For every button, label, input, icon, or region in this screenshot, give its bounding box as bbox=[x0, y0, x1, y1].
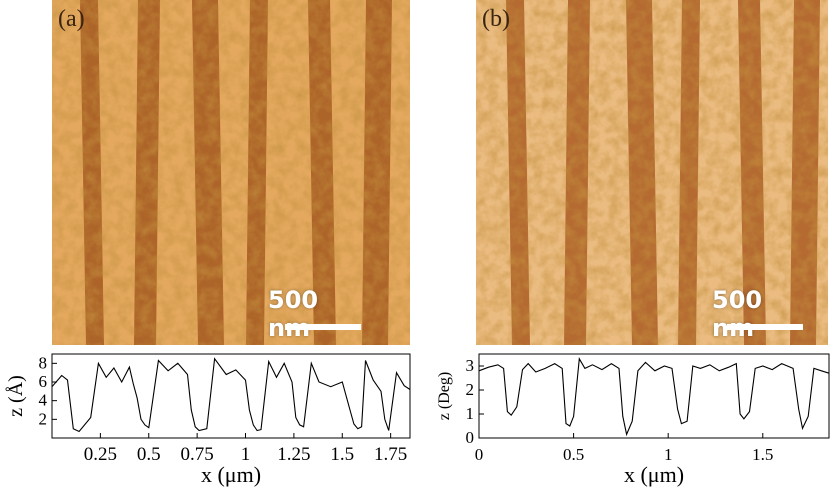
panel-label-b: (b) bbox=[482, 6, 510, 32]
x-axis-label: x (μm) bbox=[624, 462, 684, 487]
x-tick-label: 0 bbox=[475, 445, 484, 464]
y-tick-label: 4 bbox=[39, 391, 48, 410]
y-tick-label: 6 bbox=[39, 372, 48, 391]
y-tick-label: 0 bbox=[466, 428, 475, 447]
plot-frame bbox=[51, 353, 411, 439]
x-tick-label: 1.25 bbox=[277, 444, 310, 465]
scale-bar-b bbox=[727, 324, 803, 330]
x-axis-label: x (μm) bbox=[201, 462, 261, 487]
panel-label-a: (a) bbox=[58, 6, 85, 32]
profile-line bbox=[478, 357, 830, 437]
plot-frame bbox=[478, 353, 830, 439]
y-tick-label: 8 bbox=[39, 353, 48, 372]
x-tick-label: 1 bbox=[241, 444, 251, 465]
afm-phase-image bbox=[476, 0, 828, 345]
scale-bar-label-b: 500 nm bbox=[712, 286, 763, 342]
height-profile-chart: 2 4 6 8 0.25 0.5 0.75 1 1.25 1.5 1.75 x (μm) z (Å) bbox=[0, 350, 420, 492]
profile-line bbox=[51, 357, 411, 433]
x-tick-label: 1.5 bbox=[330, 444, 354, 465]
scale-bar-a bbox=[285, 324, 361, 330]
x-tick-label: 1 bbox=[664, 445, 673, 464]
x-tick-label: 0.25 bbox=[84, 444, 117, 465]
y-tick-label: 3 bbox=[466, 356, 475, 375]
x-tick-label: 0.75 bbox=[181, 444, 214, 465]
x-tick-label: 0.5 bbox=[563, 445, 584, 464]
y-tick-label: 2 bbox=[466, 380, 475, 399]
afm-topography-image bbox=[52, 0, 410, 345]
y-tick-label: 2 bbox=[39, 409, 48, 428]
x-tick-label: 1.75 bbox=[374, 444, 407, 465]
scale-bar-label-a: 500 nm bbox=[268, 286, 319, 342]
x-tick-label: 0.5 bbox=[137, 444, 161, 465]
x-tick-label: 1.5 bbox=[752, 445, 773, 464]
y-axis-label: z (Deg) bbox=[436, 372, 453, 420]
y-tick-label: 1 bbox=[466, 404, 475, 423]
phase-profile-chart: 0 1 2 3 0 0.5 1 1.5 x (μm) z (Deg) bbox=[433, 350, 833, 492]
y-axis-label: z (Å) bbox=[5, 375, 27, 417]
